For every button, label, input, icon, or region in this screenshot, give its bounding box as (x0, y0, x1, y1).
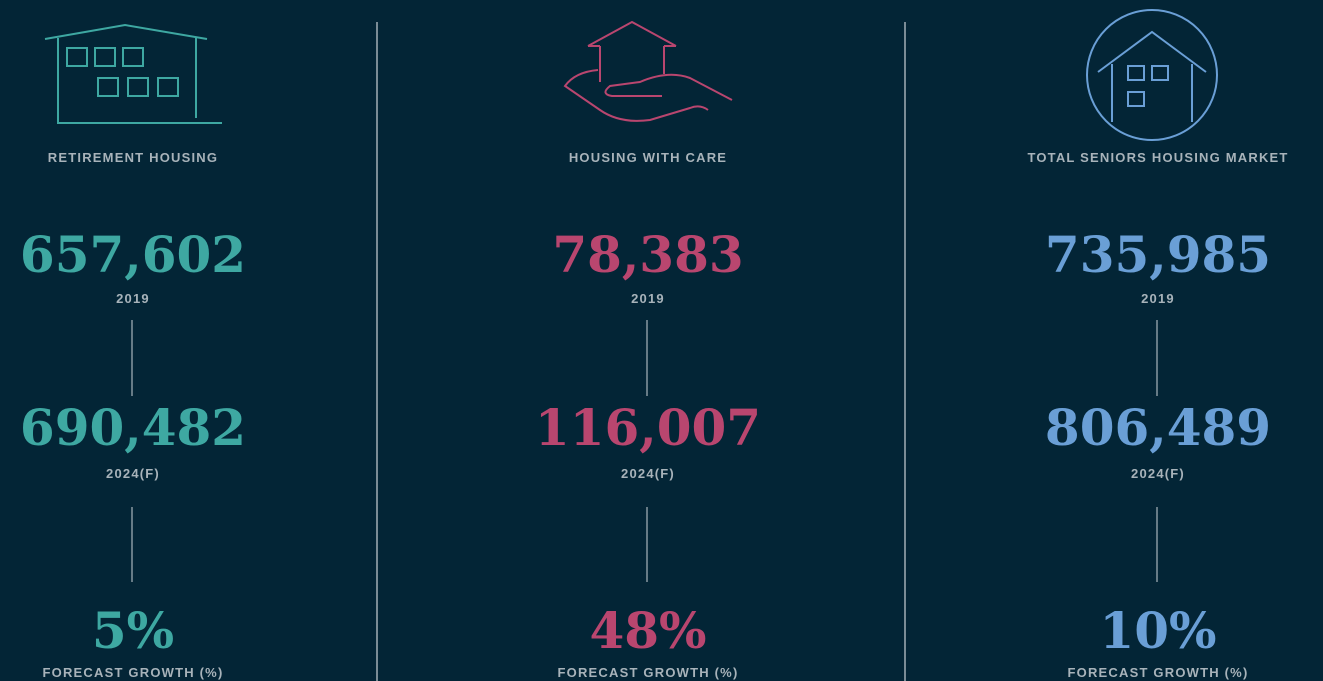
care-icon (563, 20, 733, 122)
column-label: RETIREMENT HOUSING (48, 150, 218, 165)
growth-value: 5% (92, 601, 174, 660)
growth-label: FORECAST GROWTH (%) (558, 665, 739, 680)
period-label: 2019 (631, 291, 665, 306)
value: 735,985 (1045, 225, 1271, 284)
value: 657,602 (20, 225, 246, 284)
retirement-icon (44, 23, 222, 124)
period-label: 2019 (1141, 291, 1175, 306)
period-label: 2024(F) (621, 466, 675, 481)
period-label: 2024(F) (106, 466, 160, 481)
growth-value: 10% (1099, 601, 1216, 660)
value: 806,489 (1045, 398, 1271, 457)
total-icon (1086, 9, 1218, 141)
growth-label: FORECAST GROWTH (%) (1068, 665, 1249, 680)
period-label: 2019 (116, 291, 150, 306)
column-label: HOUSING WITH CARE (569, 150, 727, 165)
column-label: TOTAL SENIORS HOUSING MARKET (1027, 150, 1288, 165)
growth-label: FORECAST GROWTH (%) (43, 665, 224, 680)
value: 690,482 (20, 398, 246, 457)
growth-value: 48% (589, 601, 706, 660)
period-label: 2024(F) (1131, 466, 1185, 481)
value: 116,007 (535, 398, 761, 457)
value: 78,383 (552, 225, 743, 284)
